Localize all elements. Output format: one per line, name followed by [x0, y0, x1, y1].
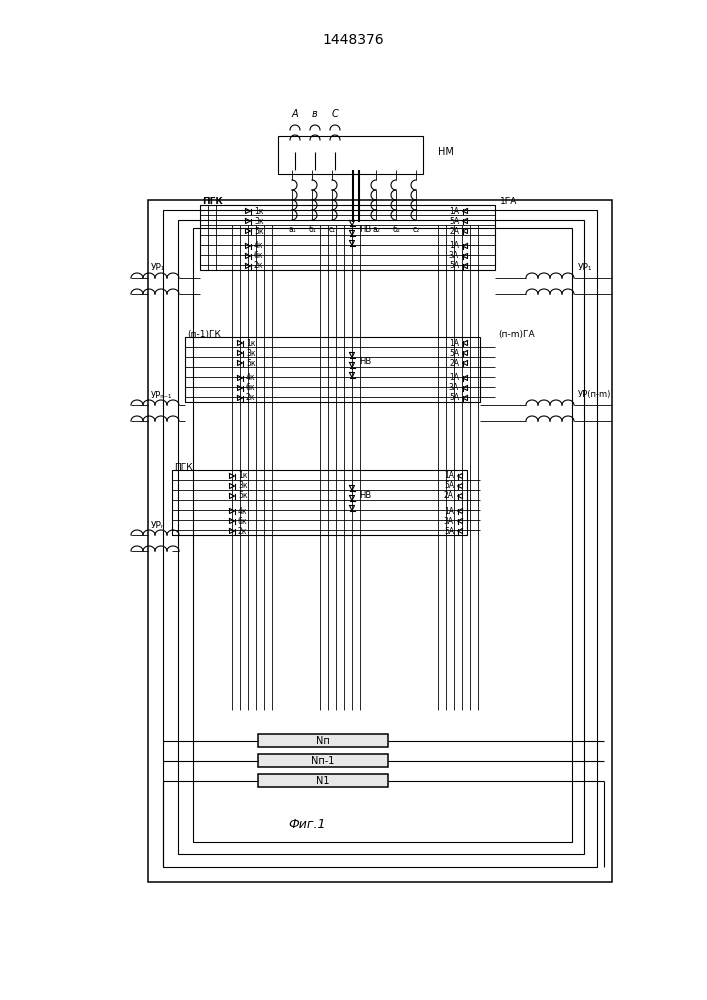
Text: УРₙ₋₁: УРₙ₋₁ — [151, 390, 173, 399]
Text: 1448376: 1448376 — [322, 33, 384, 47]
Bar — [178, 220, 584, 854]
Text: 4к: 4к — [246, 373, 256, 382]
Bar — [193, 228, 572, 842]
Text: 1к: 1к — [254, 207, 264, 216]
Text: 1к: 1к — [246, 338, 255, 348]
Text: 1А: 1А — [449, 241, 459, 250]
Bar — [163, 210, 597, 867]
Text: 5к: 5к — [238, 491, 247, 500]
Text: с₁: с₁ — [329, 225, 336, 234]
Text: 2А: 2А — [449, 227, 459, 235]
Text: 5А: 5А — [449, 349, 459, 358]
Text: 2к: 2к — [238, 526, 247, 536]
Bar — [200, 205, 495, 270]
Text: НВ: НВ — [359, 226, 371, 234]
Text: б₂: б₂ — [392, 225, 400, 234]
Text: 5А: 5А — [444, 526, 454, 536]
Text: 1А: 1А — [444, 506, 454, 516]
Text: 2к: 2к — [246, 393, 255, 402]
Text: б₁: б₁ — [308, 225, 316, 234]
Text: Nп: Nп — [316, 736, 330, 746]
Text: УР₁: УР₁ — [578, 263, 592, 272]
Text: 1к: 1к — [238, 472, 247, 481]
Text: а₁: а₁ — [288, 225, 296, 234]
Text: НВ: НВ — [359, 358, 371, 366]
Text: 2А: 2А — [449, 359, 459, 367]
Text: 5А: 5А — [449, 217, 459, 226]
Text: (п-m)ГА: (п-m)ГА — [498, 330, 534, 338]
Text: 5А: 5А — [449, 261, 459, 270]
Text: 4к: 4к — [238, 506, 247, 516]
Text: 5к: 5к — [246, 359, 256, 367]
Text: (п-1)ГК: (п-1)ГК — [187, 330, 221, 338]
Bar — [258, 774, 388, 787]
Text: ПГК: ПГК — [202, 198, 223, 207]
Text: с₂: с₂ — [412, 225, 420, 234]
Text: НМ: НМ — [438, 147, 454, 157]
Text: УР(п-m): УР(п-m) — [578, 390, 612, 399]
Text: ПГК: ПГК — [174, 462, 192, 472]
Text: 3к: 3к — [246, 349, 256, 358]
Bar — [185, 337, 480, 402]
Text: 1А: 1А — [449, 338, 459, 348]
Text: 2А: 2А — [444, 491, 454, 500]
Text: в: в — [312, 109, 318, 119]
Text: УР₁: УР₁ — [151, 263, 165, 272]
Text: 2к: 2к — [254, 261, 264, 270]
Text: 1А: 1А — [444, 472, 454, 481]
Text: 3А: 3А — [444, 516, 454, 526]
Text: A: A — [292, 109, 298, 119]
Text: 5А: 5А — [449, 393, 459, 402]
Bar — [258, 734, 388, 747]
Text: НВ: НВ — [359, 490, 371, 499]
Bar — [148, 200, 612, 882]
Text: 3к: 3к — [238, 482, 247, 490]
Text: 6к: 6к — [246, 383, 256, 392]
Text: 5к: 5к — [254, 227, 264, 235]
Text: УРₙ: УРₙ — [151, 520, 165, 530]
Text: 6к: 6к — [254, 251, 264, 260]
Text: Nп-1: Nп-1 — [311, 756, 334, 766]
Bar — [278, 136, 423, 174]
Text: 5А: 5А — [444, 482, 454, 490]
Text: 6к: 6к — [238, 516, 247, 526]
Text: 3А: 3А — [449, 251, 459, 260]
Text: 3к: 3к — [254, 217, 264, 226]
Text: C: C — [332, 109, 339, 119]
Bar — [172, 470, 467, 535]
Text: а₂: а₂ — [372, 225, 380, 234]
Text: Фиг.1: Фиг.1 — [288, 818, 326, 832]
Bar — [258, 754, 388, 767]
Text: 1ГА: 1ГА — [500, 198, 518, 207]
Text: 3А: 3А — [449, 383, 459, 392]
Text: 1А: 1А — [449, 373, 459, 382]
Text: 1А: 1А — [449, 207, 459, 216]
Text: 4к: 4к — [254, 241, 264, 250]
Text: N1: N1 — [316, 776, 329, 786]
